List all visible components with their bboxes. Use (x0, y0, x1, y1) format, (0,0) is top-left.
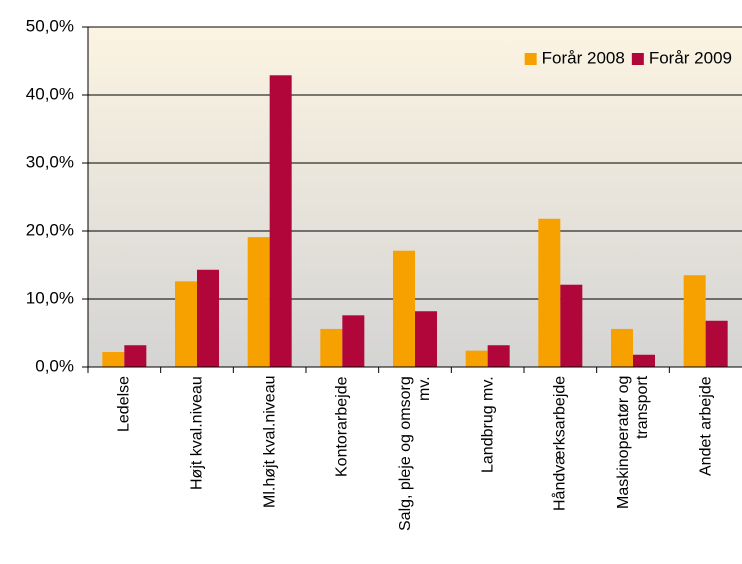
bar (683, 275, 706, 367)
bar (393, 250, 415, 367)
x-tick-label: Ml.højt kval.niveau (261, 376, 279, 509)
x-tick-label: Salg, pleje og omsorg mv. (397, 376, 433, 531)
bar (342, 315, 365, 367)
bar (102, 352, 125, 367)
bar (560, 284, 583, 367)
x-tick-label: Maskinoperatør og transport (615, 376, 651, 510)
bar (705, 320, 728, 367)
bar (197, 269, 219, 367)
bar (124, 345, 147, 367)
legend-label: Forår 2008 (542, 48, 625, 67)
bar (611, 328, 633, 367)
bar (175, 281, 197, 367)
bar (247, 237, 270, 367)
x-tick-label: Kontorarbejde (333, 376, 351, 477)
x-tick-label: Andet arbejde (697, 376, 715, 476)
x-tick-label: Ledelse (115, 376, 133, 433)
bar (633, 354, 655, 367)
legend-swatch (524, 53, 537, 65)
x-tick-label: Håndværksarbejde (551, 376, 569, 512)
x-tick-label: Landbrug mv. (479, 376, 497, 473)
bar (538, 218, 561, 367)
legend-label: Forår 2009 (649, 48, 732, 67)
legend-swatch (631, 53, 644, 65)
bar (415, 311, 437, 367)
bar (487, 345, 510, 367)
y-tick-label: 20,0% (26, 220, 74, 239)
bar (320, 328, 343, 367)
y-tick-label: 0,0% (35, 356, 74, 375)
bar (465, 350, 488, 367)
x-tick-label: Højt kval.niveau (188, 376, 206, 490)
y-tick-label: 40,0% (26, 84, 74, 103)
y-tick-label: 10,0% (26, 288, 74, 307)
y-tick-label: 30,0% (26, 152, 74, 171)
y-tick-label: 50,0% (26, 16, 74, 35)
bar (269, 75, 292, 367)
